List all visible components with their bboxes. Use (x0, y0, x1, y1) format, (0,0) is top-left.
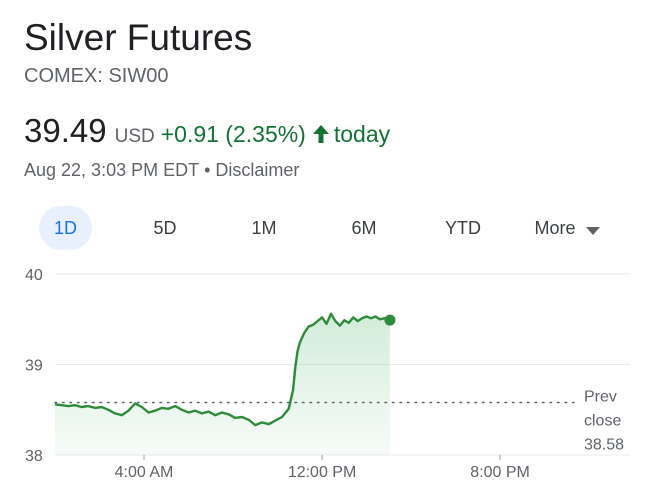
tab-1d[interactable]: 1D (39, 206, 92, 250)
price-row: 39.49 USD +0.91 (2.35%) today (24, 112, 390, 156)
price-chart[interactable]: 38 39 40 4:00 AM 12:00 PM 8:00 PM Prev close 38.… (0, 255, 652, 500)
change-period: today (333, 121, 391, 147)
timestamp: Aug 22, 3:03 PM EDT (24, 160, 200, 180)
x-tick-label: 4:00 AM (115, 464, 174, 481)
disclaimer-link[interactable]: Disclaimer (215, 160, 300, 180)
x-tick-label: 8:00 PM (470, 464, 530, 481)
last-price-dot (384, 314, 396, 326)
price-line (54, 312, 391, 427)
y-tick-label: 39 (25, 358, 43, 375)
page-title: Silver Futures (24, 17, 253, 58)
tab-6m[interactable]: 6M (351, 218, 377, 238)
up-arrow-icon (312, 124, 330, 144)
tab-1m[interactable]: 1M (251, 218, 277, 238)
timestamp-row: Aug 22, 3:03 PM EDT • Disclaimer (24, 158, 299, 182)
more-menu-button[interactable]: More (522, 206, 612, 250)
y-tick-label: 40 (25, 267, 43, 284)
prev-close-label: Prev (584, 389, 617, 406)
more-label: More (534, 218, 576, 238)
price-area-fill (55, 313, 390, 455)
x-tick-label: 12:00 PM (288, 464, 356, 481)
tab-5d[interactable]: 5D (153, 218, 177, 238)
current-price: 39.49 (24, 112, 107, 149)
prev-close-label: close (584, 413, 621, 430)
tab-ytd[interactable]: YTD (445, 218, 481, 238)
exchange-ticker: COMEX: SIW00 (24, 65, 169, 87)
caret-down-icon (585, 207, 600, 251)
range-tabs: 1D 5D 1M 6M YTD More (0, 206, 652, 250)
separator-dot: • (204, 160, 211, 180)
price-change: +0.91 (2.35%) (160, 121, 306, 147)
currency-label: USD (114, 126, 155, 147)
y-tick-label: 38 (25, 448, 43, 465)
prev-close-label: 38.58 (584, 437, 624, 454)
